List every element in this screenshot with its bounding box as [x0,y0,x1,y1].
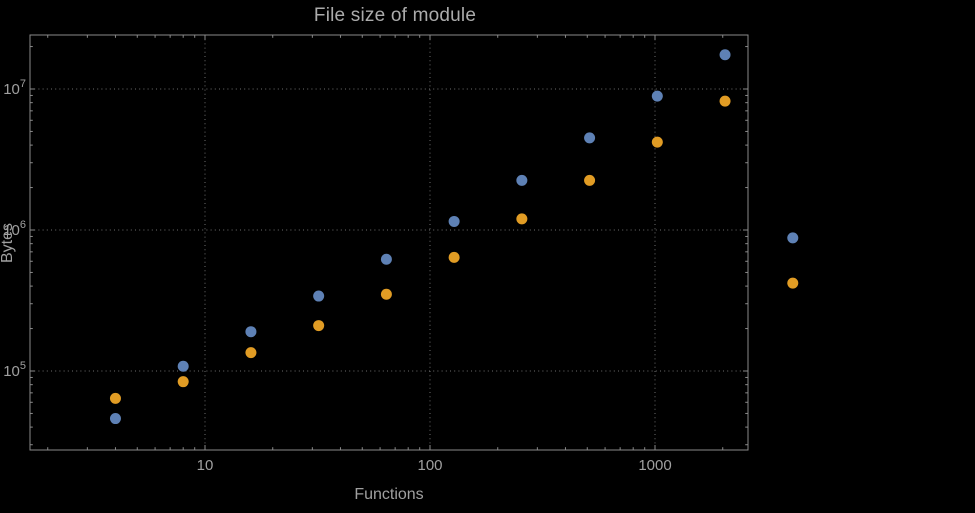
x-tick-label: 10 [197,457,214,474]
x-tick-label: 100 [417,457,442,474]
data-point-series-2-orange [245,347,257,359]
data-point-series-1-blue [109,413,121,425]
data-point-series-1-blue [313,290,325,302]
data-point-series-2-orange [109,392,121,404]
data-point-series-1-blue [516,174,528,186]
data-point-series-2-orange [313,320,325,332]
data-point-series-1-blue [177,360,189,372]
x-tick-label: 1000 [638,457,671,474]
data-point-series-1-blue [448,215,460,227]
chart-title: File size of module [313,5,477,26]
y-tick-label: 105 [3,360,26,380]
data-point-series-2-orange [719,95,731,107]
data-point-series-1-blue [245,326,257,338]
data-point-series-2-orange [516,213,528,225]
plot-frame [29,34,749,451]
data-point-series-2-orange [177,376,189,388]
data-point-series-2-orange [787,277,799,289]
data-point-series-1-blue [787,232,799,244]
data-point-series-2-orange [651,136,663,148]
data-point-series-1-blue [584,132,596,144]
data-point-series-2-orange [584,174,596,186]
y-tick-label: 107 [3,78,26,98]
data-point-series-1-blue [380,253,392,265]
y-tick-label: 106 [3,219,26,239]
data-point-series-2-orange [448,251,460,263]
data-point-series-1-blue [719,49,731,61]
data-point-series-2-orange [380,288,392,300]
data-point-series-1-blue [651,90,663,102]
x-axis-label: Functions [354,486,424,503]
